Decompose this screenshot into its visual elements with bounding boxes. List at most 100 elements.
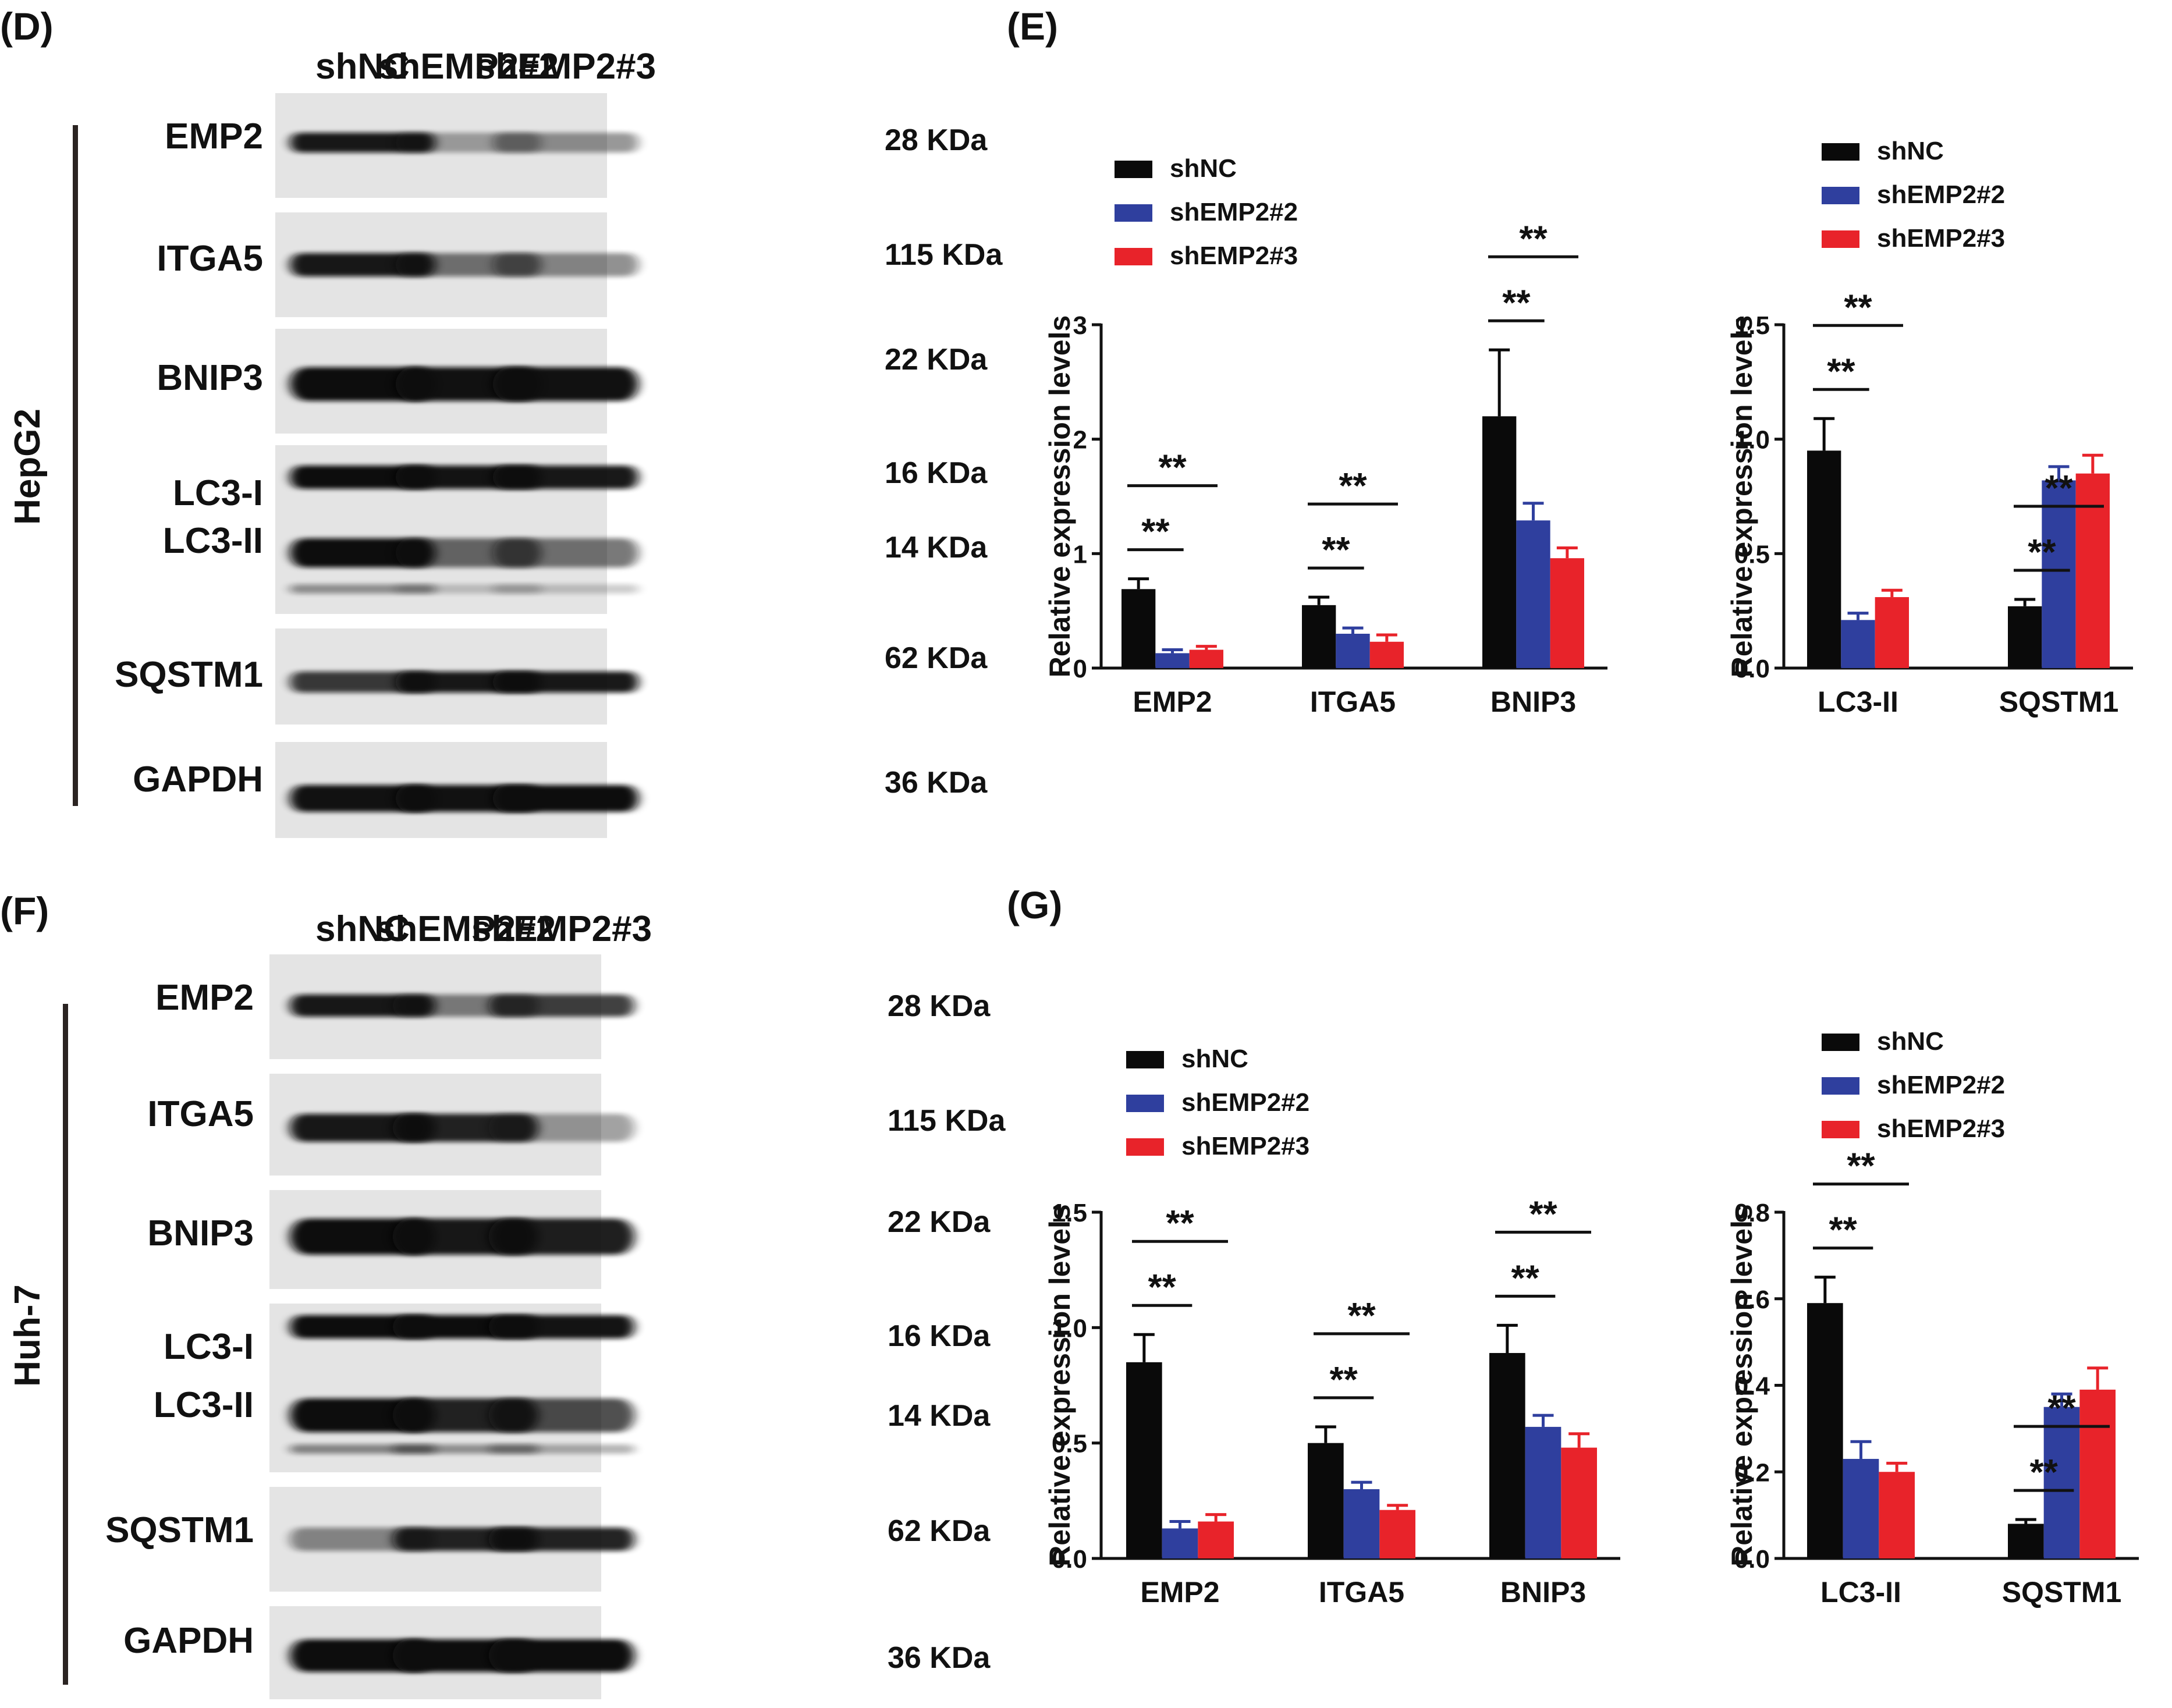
legend-label: shNC — [1877, 137, 1944, 165]
bar-shemp2-3-emp2 — [1189, 649, 1223, 668]
significance-mark: ** — [1844, 287, 1872, 328]
y-tick-label: 0.0 — [1052, 1545, 1087, 1574]
x-tick-label: EMP2 — [1133, 686, 1212, 718]
bar-shnc-emp2 — [1122, 589, 1156, 668]
significance-mark: ** — [2028, 532, 2056, 573]
y-axis-label: Relative expression levels — [1044, 315, 1076, 678]
protein-label: LC3-II — [154, 1385, 254, 1425]
bar-shemp2-2-lc3-ii — [1843, 1458, 1879, 1558]
lane-header: shNC — [315, 909, 410, 949]
protein-band — [489, 995, 634, 1017]
protein-label: LC3-I — [173, 473, 263, 513]
panel-letter-e: (E) — [1007, 5, 1058, 48]
y-tick-label: 1.0 — [1734, 426, 1770, 454]
molecular-weight-label: 22 KDa — [885, 343, 988, 377]
bar-shemp2-2-bnip3 — [1525, 1426, 1561, 1558]
molecular-weight-label: 28 KDa — [888, 989, 991, 1023]
y-tick-label: 0 — [1073, 655, 1087, 683]
protein-label: LC3-II — [163, 521, 263, 561]
panel-letter-g: (G) — [1007, 883, 1062, 926]
protein-label: SQSTM1 — [105, 1510, 254, 1550]
significance-mark: ** — [1829, 1210, 1858, 1251]
legend-label: shNC — [1170, 154, 1237, 183]
legend-swatch — [1822, 1034, 1859, 1051]
protein-band — [493, 253, 638, 276]
protein-band — [493, 133, 638, 152]
protein-band — [493, 466, 638, 489]
significance-mark: ** — [1511, 1258, 1540, 1298]
bar-shnc-sqstm1 — [2008, 1524, 2044, 1558]
significance-mark: ** — [2030, 1453, 2059, 1493]
molecular-weight-label: 22 KDa — [888, 1205, 991, 1239]
legend-label: shEMP2#2 — [1877, 1071, 2005, 1099]
y-tick-label: 2 — [1073, 426, 1087, 454]
bar-shemp2-2-emp2 — [1155, 653, 1190, 668]
protein-label: EMP2 — [155, 978, 254, 1018]
y-tick-label: 0.0 — [1734, 655, 1770, 683]
lane-header: shEMP2#3 — [475, 47, 656, 87]
lane-header: shEMP2#2 — [375, 909, 556, 949]
bar-shemp2-3-bnip3 — [1561, 1447, 1597, 1558]
significance-mark: ** — [1827, 351, 1855, 392]
bar-shemp2-3-emp2 — [1198, 1521, 1234, 1558]
bar-shnc-bnip3 — [1482, 416, 1517, 668]
protein-band — [493, 672, 638, 693]
y-tick-label: 0.6 — [1734, 1286, 1770, 1314]
molecular-weight-label: 16 KDa — [885, 456, 988, 490]
molecular-weight-label: 36 KDa — [885, 766, 988, 800]
molecular-weight-label: 62 KDa — [885, 641, 988, 675]
bar-shemp2-3-itga5 — [1379, 1510, 1415, 1558]
legend-label: shEMP2#2 — [1181, 1088, 1309, 1117]
significance-mark: ** — [1529, 1194, 1557, 1234]
protein-label: LC3-I — [164, 1327, 254, 1367]
bar-shemp2-3-lc3-ii — [1875, 597, 1909, 668]
bar-shnc-itga5 — [1308, 1443, 1344, 1558]
cell-line-bracket — [63, 1004, 68, 1685]
x-tick-label: LC3-II — [1818, 686, 1898, 718]
legend-label: shEMP2#3 — [1181, 1132, 1309, 1160]
legend-swatch — [1822, 1077, 1859, 1095]
bar-shemp2-3-sqstm1 — [2075, 473, 2110, 668]
bar-shemp2-2-bnip3 — [1516, 520, 1550, 668]
x-tick-label: ITGA5 — [1319, 1576, 1404, 1608]
legend-swatch — [1115, 204, 1152, 222]
y-tick-label: 0.8 — [1734, 1199, 1770, 1227]
bar-shnc-itga5 — [1302, 605, 1336, 668]
cell-line-bracket — [73, 125, 78, 806]
bar-shemp2-3-itga5 — [1369, 641, 1404, 668]
protein-band — [493, 538, 638, 567]
significance-mark: ** — [2045, 468, 2073, 509]
significance-mark: ** — [1847, 1146, 1875, 1187]
legend-swatch — [1126, 1138, 1164, 1156]
significance-mark: ** — [1158, 448, 1187, 488]
y-tick-label: 0.5 — [1734, 540, 1770, 569]
y-tick-label: 0.5 — [1052, 1430, 1087, 1458]
bar-shnc-lc3-ii — [1807, 1303, 1843, 1558]
protein-band — [489, 1444, 634, 1454]
protein-band — [489, 1315, 634, 1338]
y-tick-label: 0.2 — [1734, 1458, 1770, 1487]
molecular-weight-label: 115 KDa — [888, 1104, 1006, 1138]
molecular-weight-label: 14 KDa — [885, 531, 988, 564]
legend-label: shEMP2#3 — [1170, 242, 1298, 270]
protein-label: BNIP3 — [147, 1213, 254, 1254]
y-tick-label: 3 — [1073, 311, 1087, 340]
y-tick-label: 1 — [1073, 540, 1087, 569]
cell-line-label: Huh-7 — [8, 1284, 48, 1387]
y-tick-label: 0.4 — [1734, 1372, 1770, 1401]
bar-shemp2-2-itga5 — [1336, 634, 1370, 668]
x-tick-label: BNIP3 — [1490, 686, 1576, 718]
significance-mark: ** — [1141, 512, 1170, 552]
significance-mark: ** — [1148, 1267, 1177, 1308]
x-tick-label: SQSTM1 — [1999, 686, 2119, 718]
significance-mark: ** — [1519, 219, 1548, 259]
protein-label: ITGA5 — [147, 1094, 254, 1134]
bar-shemp2-2-itga5 — [1343, 1489, 1380, 1558]
lane-header: shEMP2#2 — [378, 47, 559, 87]
panel-letter-d: (D) — [0, 5, 54, 48]
legend-label: shEMP2#2 — [1877, 180, 2005, 209]
y-axis-label: Relative expression levels — [1726, 1204, 1758, 1567]
bar-shemp2-2-sqstm1 — [2042, 480, 2076, 668]
